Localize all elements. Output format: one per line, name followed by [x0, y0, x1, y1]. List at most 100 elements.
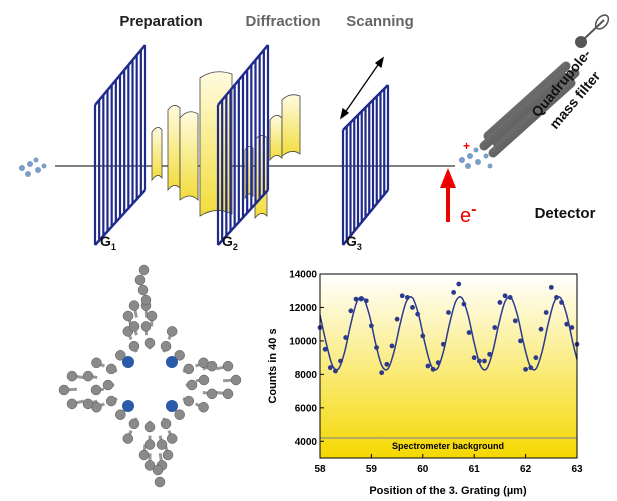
- atom: [128, 321, 140, 332]
- plot-background: [320, 274, 577, 458]
- atom: [140, 321, 152, 332]
- data-point: [461, 301, 467, 307]
- atom: [137, 284, 149, 296]
- data-point: [559, 300, 564, 305]
- data-point: [358, 296, 364, 302]
- atom: [183, 363, 195, 375]
- data-point: [497, 300, 503, 305]
- data-point: [410, 305, 415, 310]
- data-point: [569, 325, 575, 330]
- x-tick-label: 63: [571, 464, 583, 475]
- data-point: [518, 338, 523, 344]
- detector-icon: [575, 14, 610, 48]
- atom: [154, 476, 166, 488]
- data-point: [528, 365, 534, 371]
- ion-charge: +: [463, 139, 470, 153]
- data-point: [492, 325, 498, 330]
- atom: [222, 388, 234, 400]
- data-point: [538, 326, 544, 332]
- data-point: [487, 351, 493, 357]
- data-point: [374, 345, 379, 350]
- grating-label: G3: [346, 233, 362, 252]
- atom: [134, 274, 146, 286]
- ion-icon: [459, 147, 493, 169]
- atom: [138, 449, 150, 461]
- x-tick-label: 62: [520, 464, 532, 475]
- data-point: [343, 335, 349, 340]
- data-point: [369, 323, 374, 329]
- atom: [160, 418, 172, 430]
- atom: [102, 379, 114, 391]
- atom: [160, 340, 172, 352]
- atom: [82, 370, 94, 382]
- gratings: [93, 44, 390, 246]
- electron-label: e-: [460, 201, 476, 227]
- molecule-model: [58, 264, 242, 488]
- fit-curve: [319, 296, 578, 371]
- atom: [122, 433, 134, 444]
- data-point: [404, 295, 410, 300]
- y-tick-label: 10000: [289, 336, 317, 347]
- molecule-icon: [19, 157, 47, 177]
- data-point: [394, 316, 400, 322]
- chart: 4000 6000 8000 10000 12000 14000 58 59 60 61 62 63 S…: [289, 270, 583, 476]
- atom: [206, 388, 218, 400]
- atom: [144, 460, 156, 471]
- atom: [82, 398, 94, 410]
- atom: [115, 409, 126, 420]
- atom: [166, 326, 178, 337]
- data-point: [363, 298, 369, 304]
- data-point: [548, 284, 554, 290]
- atom: [66, 398, 78, 410]
- scan-arrow: [339, 56, 385, 120]
- data-point: [471, 355, 477, 361]
- x-tick-label: 58: [314, 464, 326, 475]
- atom: [144, 337, 156, 349]
- data-point: [440, 341, 446, 347]
- data-point: [430, 366, 436, 372]
- data-point: [425, 363, 431, 369]
- data-point: [379, 370, 385, 376]
- data-point: [446, 310, 451, 315]
- atom: [144, 439, 156, 450]
- atom: [128, 340, 140, 352]
- y-axis-label: Counts in 40 s: [267, 328, 279, 403]
- data-point: [543, 310, 549, 315]
- data-point: [466, 330, 472, 335]
- data-point: [451, 290, 457, 295]
- data-point: [502, 293, 508, 299]
- x-tick-label: 59: [366, 464, 378, 475]
- atom: [90, 384, 102, 396]
- atom: [128, 418, 140, 430]
- atom: [186, 379, 198, 391]
- atom: [198, 401, 209, 413]
- atom: [198, 374, 210, 386]
- data-point: [507, 295, 513, 300]
- y-tick-label: 6000: [295, 403, 318, 414]
- atom: [66, 370, 78, 382]
- atom: [152, 464, 164, 476]
- atom: [156, 439, 168, 450]
- atom: [144, 421, 156, 433]
- atom: [174, 409, 185, 420]
- atom: [115, 350, 126, 361]
- atom: [91, 357, 102, 369]
- data-point: [420, 333, 426, 339]
- atom: [146, 310, 158, 322]
- x-tick-label: 61: [469, 464, 481, 475]
- data-point: [564, 321, 570, 327]
- stage-label: Preparation: [119, 13, 202, 30]
- data-point: [353, 296, 359, 302]
- data-point: [389, 343, 395, 349]
- grating-frame: [217, 44, 269, 246]
- data-point: [554, 295, 559, 300]
- atom: [174, 350, 185, 361]
- background-label: Spectrometer background: [392, 441, 504, 451]
- data-point: [456, 281, 462, 287]
- data-point: [338, 358, 343, 364]
- atom: [166, 433, 178, 444]
- data-point: [384, 361, 390, 367]
- data-point: [333, 368, 338, 374]
- y-tick-label: 12000: [289, 303, 317, 314]
